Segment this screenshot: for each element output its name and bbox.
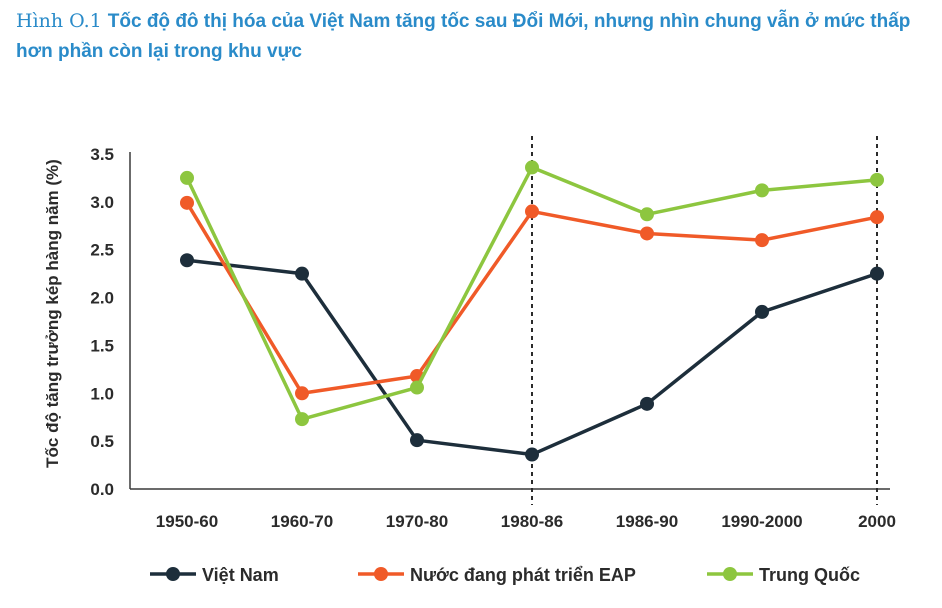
legend-label: Nước đang phát triển EAP <box>410 565 636 585</box>
legend-label: Trung Quốc <box>759 565 860 585</box>
y-tick-label: 0.5 <box>90 432 114 451</box>
y-tick-label: 1.5 <box>90 336 114 355</box>
legend-entry: Trung Quốc <box>707 565 860 585</box>
data-point <box>180 170 194 185</box>
reference-lines <box>531 136 878 505</box>
legend-entry: Việt Nam <box>150 565 279 585</box>
legend-entry: Nước đang phát triển EAP <box>358 565 636 585</box>
legend-marker <box>374 567 388 581</box>
x-tick-label: 1986-90 <box>616 512 678 531</box>
data-point <box>295 412 309 427</box>
data-point <box>525 160 539 175</box>
y-axis-label: Tốc độ tăng trưởng kép hàng năm (%) <box>43 159 62 468</box>
series-0 <box>180 253 884 462</box>
data-point <box>755 233 769 248</box>
data-point <box>525 204 539 219</box>
data-point <box>180 195 194 210</box>
data-point <box>180 253 194 268</box>
y-axis-ticks: 0.0 0.5 1.0 1.5 2.0 2.5 3.0 3.5 <box>90 145 114 499</box>
data-point <box>870 172 884 187</box>
series-1 <box>180 195 884 401</box>
legend-marker <box>723 567 737 581</box>
y-tick-label: 2.0 <box>90 289 114 308</box>
data-point <box>295 266 309 281</box>
legend-label: Việt Nam <box>202 565 279 585</box>
x-tick-label: 1980-86 <box>501 512 563 531</box>
x-tick-label: 1990-2000 <box>721 512 802 531</box>
data-point <box>755 183 769 198</box>
y-tick-label: 0.0 <box>90 480 114 499</box>
data-point <box>870 266 884 281</box>
data-point <box>410 380 424 395</box>
x-tick-label: 1960-70 <box>271 512 333 531</box>
data-point <box>295 386 309 401</box>
title-text: Tốc độ đô thị hóa của Việt Nam tăng tốc … <box>16 11 911 62</box>
data-point <box>525 447 539 462</box>
y-tick-label: 1.0 <box>90 384 114 403</box>
x-tick-label: 2000 <box>858 512 896 531</box>
data-point <box>640 396 654 411</box>
chart-title: Hình O.1 Tốc độ đô thị hóa của Việt Nam t… <box>16 6 926 67</box>
series-2 <box>180 160 884 427</box>
axes <box>129 152 890 490</box>
figure-number: Hình O.1 <box>16 10 102 32</box>
data-point <box>640 207 654 222</box>
x-tick-label: 1950-60 <box>156 512 218 531</box>
data-point <box>640 226 654 241</box>
x-tick-label: 1970-80 <box>386 512 448 531</box>
y-tick-label: 3.0 <box>90 193 114 212</box>
series-group <box>180 160 884 462</box>
data-point <box>755 304 769 319</box>
y-axis-label-group: Tốc độ tăng trưởng kép hàng năm (%) <box>43 159 62 468</box>
legend: Việt Nam Nước đang phát triển EAP Trung Qu… <box>150 565 860 585</box>
y-tick-label: 2.5 <box>90 241 114 260</box>
y-tick-label: 3.5 <box>90 145 114 164</box>
x-axis-ticks: 1950-60 1960-70 1970-80 1980-86 1986-90 1990-… <box>156 512 896 531</box>
legend-marker <box>166 567 180 581</box>
data-point <box>410 433 424 448</box>
data-point <box>870 210 884 225</box>
